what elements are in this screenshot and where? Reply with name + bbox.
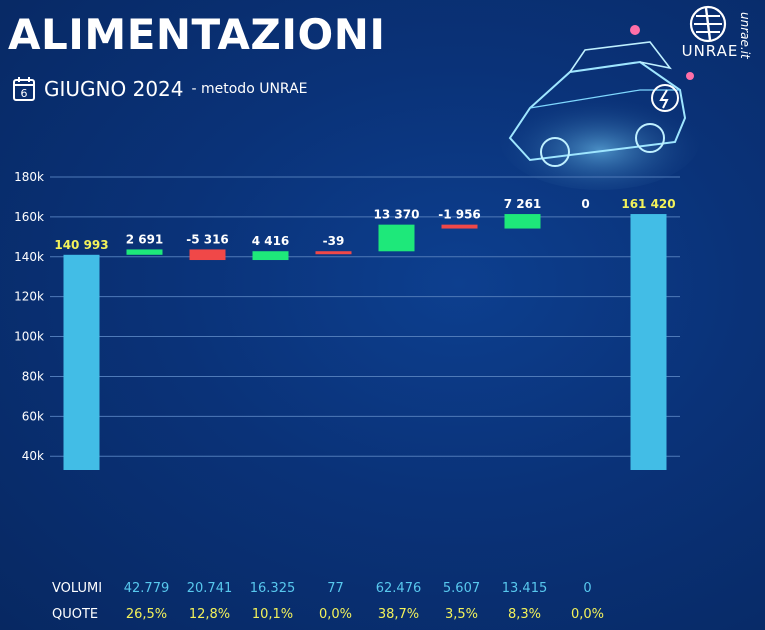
- volumi-value: 42.779: [123, 581, 170, 596]
- volumi-value: 62.476: [375, 581, 422, 596]
- page-title: ALIMENTAZIONI: [8, 10, 386, 59]
- data-label: 7 261: [504, 197, 542, 211]
- volumi-value: 77: [327, 581, 344, 596]
- data-label: 4 416: [252, 234, 290, 248]
- subtitle: GIUGNO 2024: [44, 77, 184, 101]
- data-label: 140 993: [54, 238, 108, 252]
- y-tick-label: 140k: [14, 250, 44, 264]
- data-label: 2 691: [126, 232, 164, 246]
- data-label: -1 956: [438, 208, 481, 222]
- quote-value: 8,3%: [507, 607, 542, 622]
- bar-total: [63, 254, 100, 470]
- quote-value: 3,5%: [444, 607, 479, 622]
- y-tick-label: 160k: [14, 210, 44, 224]
- quote-value: 26,5%: [125, 607, 168, 622]
- bar-decrease: [315, 251, 352, 255]
- bar-increase: [126, 249, 163, 255]
- calendar-icon: 6: [13, 77, 35, 101]
- bar-decrease: [189, 249, 226, 261]
- bar-decrease: [441, 224, 478, 229]
- calendar-day: 6: [21, 87, 28, 100]
- data-label: 161 420: [621, 197, 675, 211]
- data-label: 0: [581, 197, 589, 211]
- subtitle-row: 6 GIUGNO 2024 - metodo UNRAE: [12, 74, 308, 104]
- method-note: - metodo UNRAE: [191, 81, 308, 97]
- quote-label: QUOTE: [52, 607, 99, 622]
- waterfall-chart: 020k40k60k80k100k120k140k160k180k140 993…: [14, 170, 680, 470]
- y-tick-label: 120k: [14, 290, 44, 304]
- quote-value: 0,0%: [318, 607, 353, 622]
- unrae-logo-icon: [689, 5, 727, 43]
- y-tick-label: 100k: [14, 330, 44, 344]
- bar-total: [630, 214, 667, 470]
- y-tick-label: 60k: [22, 409, 44, 423]
- y-tick-label: 40k: [22, 449, 44, 463]
- data-label: -39: [323, 234, 345, 248]
- logo-text: UNRAE: [681, 42, 739, 60]
- quote-value: 10,1%: [251, 607, 294, 622]
- volumi-value: 20.741: [186, 581, 233, 596]
- data-label: -5 316: [186, 232, 229, 246]
- y-tick-label: 80k: [22, 369, 44, 383]
- site-label: unrae.it: [738, 12, 752, 59]
- quote-value: 12,8%: [188, 607, 231, 622]
- y-tick-label: 180k: [14, 170, 44, 184]
- volumi-value: 5.607: [442, 581, 481, 596]
- quote-value: 38,7%: [377, 607, 420, 622]
- bar-increase: [504, 214, 541, 229]
- data-label: 13 370: [374, 208, 420, 222]
- volumi-value: 13.415: [501, 581, 548, 596]
- electric-car-icon: [500, 25, 700, 190]
- bar-increase: [378, 224, 415, 252]
- bar-increase: [252, 251, 289, 261]
- quote-value: 0,0%: [570, 607, 605, 622]
- volumi-label: VOLUMI: [52, 581, 103, 596]
- volumi-value: 16.325: [249, 581, 296, 596]
- volumi-value: 0: [583, 581, 592, 596]
